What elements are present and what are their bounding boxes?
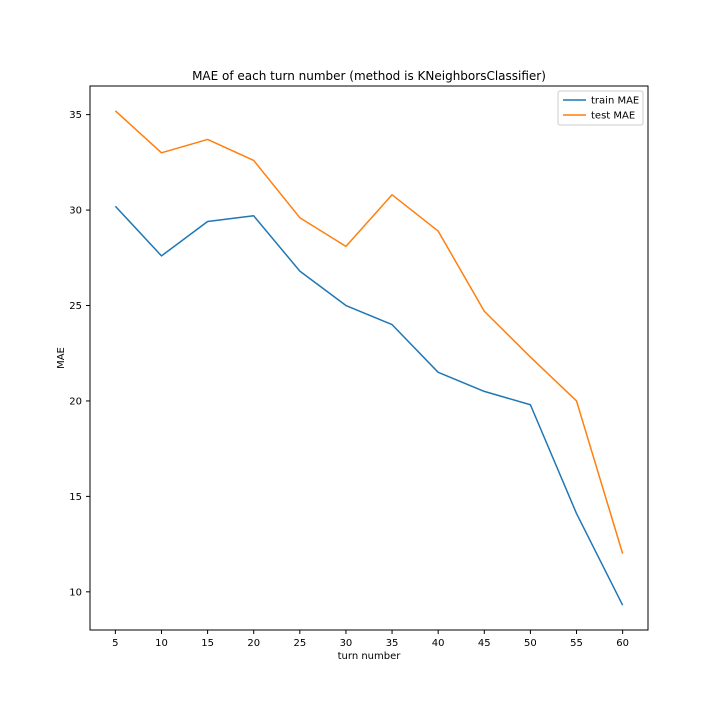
x-tick-label: 25 — [293, 638, 306, 649]
y-tick-label: 10 — [69, 587, 82, 598]
x-tick-label: 55 — [570, 638, 583, 649]
x-tick-label: 15 — [201, 638, 214, 649]
y-tick-label: 20 — [69, 396, 82, 407]
x-tick-label: 10 — [155, 638, 168, 649]
ticks-group: 5 10 15 20 25 30 35 40 45 50 55 60 10 15 20 25 30 35 — [69, 110, 629, 649]
x-axis-label: turn number — [338, 651, 402, 662]
legend-label-train-mae: train MAE — [591, 96, 639, 107]
y-tick-label: 30 — [69, 206, 82, 217]
chart-title: MAE of each turn number (method is KNeig… — [192, 69, 546, 83]
x-tick-label: 40 — [432, 638, 445, 649]
legend-label-test-mae: test MAE — [591, 111, 635, 122]
x-tick-label: 5 — [112, 638, 118, 649]
x-tick-label: 20 — [247, 638, 260, 649]
x-tick-label: 35 — [386, 638, 399, 649]
y-tick-label: 25 — [69, 301, 82, 312]
plot-frame — [89, 85, 649, 631]
series-lines-group — [114, 110, 624, 606]
legend: train MAE test MAE — [557, 90, 644, 126]
x-tick-label: 45 — [478, 638, 491, 649]
series-line-train-mae — [114, 205, 624, 606]
y-axis-label: MAE — [56, 347, 67, 369]
y-tick-label: 15 — [69, 492, 82, 503]
x-tick-label: 50 — [524, 638, 537, 649]
series-line-test-mae — [114, 110, 624, 554]
y-tick-label: 35 — [69, 110, 82, 121]
x-tick-label: 30 — [340, 638, 353, 649]
x-tick-label: 60 — [616, 638, 629, 649]
